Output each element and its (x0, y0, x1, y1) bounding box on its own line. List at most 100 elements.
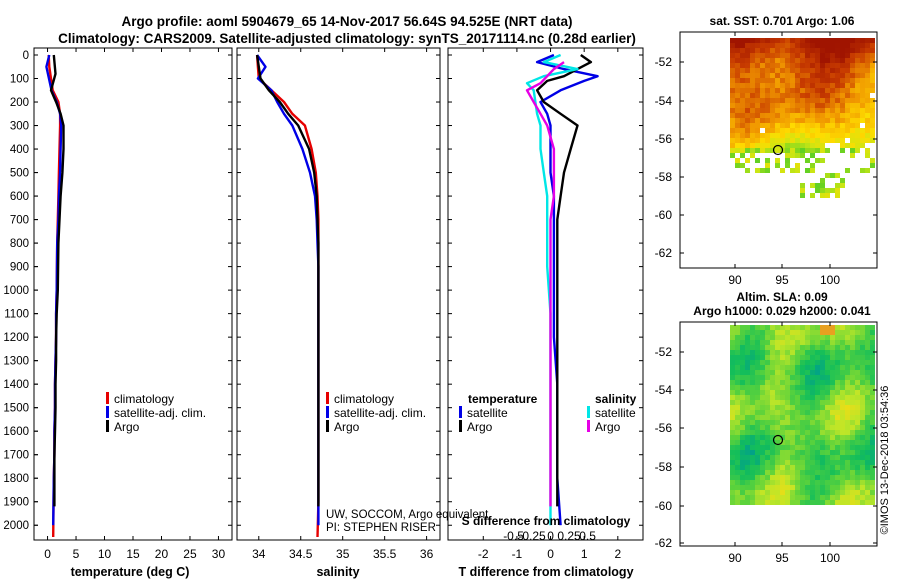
sla-cell (865, 425, 870, 430)
sst-cell (820, 98, 825, 103)
sst-cell (865, 118, 870, 123)
sla-cell (735, 455, 740, 460)
sla-cell (735, 360, 740, 365)
sla-cell (795, 485, 800, 490)
sla-cell (805, 380, 810, 385)
sst-cell (815, 108, 820, 113)
sst-cell (775, 163, 780, 168)
sla-map (730, 325, 875, 505)
sst-cell (810, 83, 815, 88)
sla-cell (785, 420, 790, 425)
sst-cell (750, 73, 755, 78)
sla-cell (780, 490, 785, 495)
sla-cell (820, 420, 825, 425)
sst-cell (850, 83, 855, 88)
sla-cell (785, 340, 790, 345)
sst-cell (810, 53, 815, 58)
sla-cell (735, 330, 740, 335)
sst-cell (800, 38, 805, 43)
sla-cell (785, 475, 790, 480)
sla-cell (805, 360, 810, 365)
sla-cell (740, 455, 745, 460)
pressure-tick-label: 400 (10, 144, 29, 156)
sla-cell (760, 480, 765, 485)
sla-cell (775, 400, 780, 405)
sla-cell (845, 415, 850, 420)
sla-cell (790, 360, 795, 365)
sst-cell (840, 138, 845, 143)
sla-cell (860, 410, 865, 415)
sla-cell (825, 375, 830, 380)
sst-cell (830, 48, 835, 53)
sla-cell (735, 345, 740, 350)
sla-cell (755, 335, 760, 340)
sla-cell (780, 475, 785, 480)
sst-cell (760, 38, 765, 43)
sst-cell (760, 88, 765, 93)
sst-cell (770, 128, 775, 133)
sst-cell (745, 38, 750, 43)
sst-cell (755, 68, 760, 73)
sla-cell (835, 350, 840, 355)
sst-cell (755, 78, 760, 83)
sst-cell (855, 73, 860, 78)
sst-cell (735, 48, 740, 53)
sla-cell (825, 410, 830, 415)
sla-cell (775, 375, 780, 380)
sst-cell (790, 138, 795, 143)
sla-cell (760, 360, 765, 365)
sla-cell (825, 360, 830, 365)
sst-cell (780, 143, 785, 148)
sla-cell (735, 380, 740, 385)
sla-cell (855, 420, 860, 425)
sla-cell (825, 385, 830, 390)
sst-cell (755, 38, 760, 43)
sla-cell (765, 360, 770, 365)
map-y-tick-label: -62 (655, 246, 673, 260)
sst-cell (765, 118, 770, 123)
legend-swatch-t-satellite (459, 406, 462, 418)
sla-cell (760, 490, 765, 495)
sst-cell (760, 123, 765, 128)
sst-cell (745, 113, 750, 118)
sst-cell (840, 78, 845, 83)
sla-cell (800, 340, 805, 345)
sla-cell (825, 495, 830, 500)
sla-cell (855, 400, 860, 405)
sla-cell (785, 365, 790, 370)
sla-cell (865, 430, 870, 435)
sst-cell (815, 48, 820, 53)
sla-cell (730, 335, 735, 340)
sla-cell (735, 335, 740, 340)
sla-cell (825, 460, 830, 465)
sst-cell (745, 133, 750, 138)
sst-cell (840, 133, 845, 138)
legend-swatch-t-argo (459, 420, 462, 432)
sla-cell (815, 410, 820, 415)
sla-cell (850, 355, 855, 360)
sla-cell (730, 425, 735, 430)
sla-cell (820, 475, 825, 480)
sla-cell (770, 340, 775, 345)
sst-cell (750, 143, 755, 148)
sla-cell (750, 430, 755, 435)
map-y-tick-label: -60 (655, 499, 673, 513)
sla-cell (855, 395, 860, 400)
sla-cell (820, 330, 825, 335)
sla-cell (770, 400, 775, 405)
sst-cell (850, 128, 855, 133)
sla-cell (795, 370, 800, 375)
sst-cell (820, 108, 825, 113)
sst-cell (785, 158, 790, 163)
sla-cell (780, 395, 785, 400)
sla-cell (820, 425, 825, 430)
sla-cell (750, 445, 755, 450)
sla-cell (830, 325, 835, 330)
sla-cell (860, 480, 865, 485)
sla-cell (835, 460, 840, 465)
sla-cell (730, 400, 735, 405)
sla-cell (810, 490, 815, 495)
sst-cell (775, 133, 780, 138)
sst-cell (840, 118, 845, 123)
sla-cell (805, 345, 810, 350)
